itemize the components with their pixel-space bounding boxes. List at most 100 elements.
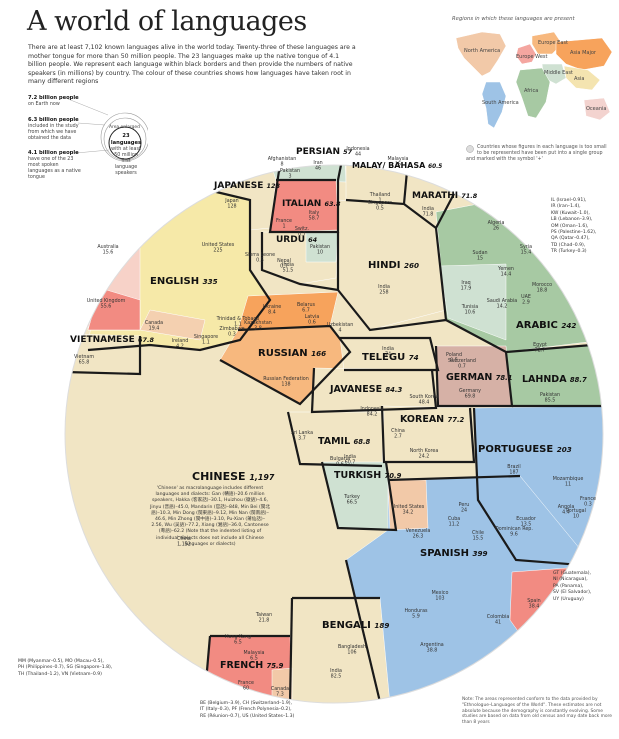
lang-bengali: BENGALI 189 bbox=[322, 620, 389, 631]
map-label-africa: Africa bbox=[524, 88, 538, 94]
country-label: Sudan 15 bbox=[472, 250, 487, 261]
abbr-line: PH (Philippines–0.7), SG (Singapore–1.8)… bbox=[18, 665, 113, 671]
scale-key: 7.2 billion people on Earth now 6.3 billi… bbox=[28, 95, 148, 185]
lang-spanish: SPANISH 399 bbox=[420, 548, 488, 559]
abbr-line: RE (Réunion–0.7), US (United States–1.3) bbox=[200, 713, 295, 719]
lang-persian: PERSIAN 57 bbox=[296, 147, 353, 157]
map-label-oceania: Oceania bbox=[586, 106, 606, 112]
abbr-left: MM (Myanmar–0.5), MO (Macau–0.5), PH (Phi… bbox=[18, 659, 112, 678]
map-europe-west bbox=[515, 43, 537, 65]
country-label: Portugal 10 bbox=[566, 508, 586, 519]
lang-german: GERMAN 78.1 bbox=[446, 372, 513, 383]
country-label: India 51.5 bbox=[282, 262, 294, 273]
chinese-note: 'Chinese' as macrolanguage includes diff… bbox=[150, 486, 270, 547]
region-canada bbox=[139, 309, 206, 341]
lang-telegu: TELEGU 74 bbox=[362, 352, 419, 363]
country-label: Singapore 1.1 bbox=[194, 334, 218, 345]
country-label: South Korea 48.4 bbox=[409, 394, 438, 405]
circle-outline bbox=[64, 164, 604, 704]
country-label: United States 34.2 bbox=[392, 504, 425, 515]
region-arabic-me bbox=[439, 263, 507, 341]
country-label: India 71.8 bbox=[422, 206, 434, 217]
country-label: Honduras 5.9 bbox=[404, 608, 428, 619]
country-label: Australia 15.6 bbox=[97, 244, 118, 255]
abbr-line: BE (Belgium–3.9), CH (Switzerland–1.9), bbox=[200, 701, 293, 706]
lang-french: FRENCH 75.9 bbox=[220, 660, 284, 671]
lang-japanese: JAPANESE 128 bbox=[213, 181, 281, 191]
country-label: Syria 15.4 bbox=[520, 244, 532, 255]
lang-arabic: ARABIC 242 bbox=[516, 320, 576, 331]
country-label: Japan 128 bbox=[224, 198, 238, 209]
lang-hindi: HINDI 260 bbox=[368, 260, 419, 271]
region-bengali bbox=[289, 597, 391, 703]
key-study: 6.3 billion people included in the study … bbox=[28, 117, 79, 141]
abbr-line: IR (Iran–1.4), bbox=[551, 204, 581, 210]
map-africa bbox=[515, 67, 551, 119]
country-label: Malaysia 15 bbox=[388, 156, 409, 167]
country-label: France 60 bbox=[238, 680, 254, 691]
country-label: Sierra Leone 0.5 bbox=[245, 252, 275, 263]
lang-marathi: MARATHI 71.8 bbox=[412, 191, 478, 201]
map-label-north-america: North America bbox=[464, 48, 500, 54]
country-label: North Korea 24.2 bbox=[410, 448, 439, 459]
lang-javanese: JAVANESE 84.3 bbox=[329, 384, 402, 395]
country-label: Malaysia 6.5 bbox=[244, 650, 265, 661]
country-label: Ireland 4.2 bbox=[172, 338, 189, 349]
country-label: Egypt 72.7 bbox=[533, 342, 547, 353]
country-label: Dominican Rep. 9.6 bbox=[495, 526, 533, 537]
map-label-europe-west: Europe West bbox=[516, 54, 548, 60]
region-persian bbox=[265, 165, 347, 183]
country-label: Zimbabwe 0.3 bbox=[219, 326, 244, 337]
abbr-line: OM (Oman–1.6), bbox=[551, 223, 589, 229]
map-label-asia: Asia bbox=[574, 76, 584, 82]
country-label: Saudi Arabia 14.2 bbox=[487, 298, 517, 309]
country-label: Afghanistan 8 bbox=[268, 156, 297, 167]
country-label: Nepal 0.7 bbox=[277, 258, 291, 269]
country-label: Tunisia 10.6 bbox=[461, 304, 478, 315]
country-label: United States 225 bbox=[202, 242, 235, 253]
key-center: 23 languages with at least 50 million fir… bbox=[110, 133, 142, 176]
country-label: Switz. 0.7 bbox=[295, 226, 309, 237]
lang-turkish: TURKISH 70.9 bbox=[334, 470, 402, 481]
region-map: Regions in which these languages are pre… bbox=[452, 16, 618, 146]
country-label: Spain 38.4 bbox=[527, 598, 540, 609]
abbr-line: TD (Chad–0.9), bbox=[551, 242, 586, 248]
abbr-bottom: BE (Belgium–3.9), CH (Switzerland–1.9), I… bbox=[200, 701, 294, 720]
country-label: Canada 7.3 bbox=[271, 686, 289, 697]
lang-vietnamese: VIETNAMESE 67.8 bbox=[70, 335, 154, 345]
country-label: Canada 19.4 bbox=[145, 320, 163, 331]
abbr-right2: GT (Guatemala), NI (Nicaragua), PA (Panama… bbox=[553, 571, 591, 603]
abbr-line: IT (Italy–0.3), PF (French Polynesia–0.2… bbox=[200, 707, 292, 713]
lang-malay: MALAY/ BAHASA 60.5 bbox=[352, 161, 442, 170]
key-circles bbox=[67, 98, 148, 162]
map-label-south-america: South America bbox=[482, 100, 519, 106]
map-note: Countries whose figures in each language… bbox=[466, 145, 607, 162]
abbr-line: LB (Lebanon–3.9), bbox=[551, 217, 593, 223]
plus-group-swatch bbox=[466, 145, 474, 153]
country-label: India 82.5 bbox=[330, 668, 342, 679]
lang-italian: ITALIAN 63.8 bbox=[282, 199, 341, 209]
country-label: Iran 46 bbox=[313, 160, 322, 171]
country-label: United Kingdom 55.6 bbox=[87, 298, 126, 309]
country-label: Uzbekistan 4 bbox=[327, 322, 354, 333]
country-label: Argentina 38.8 bbox=[420, 642, 443, 653]
country-label: Pakistan 10 bbox=[310, 244, 330, 255]
key-area-label: Area enlarged bbox=[109, 125, 140, 130]
country-label: Yemen 14.4 bbox=[497, 266, 514, 277]
country-label: Mexico 103 bbox=[432, 590, 449, 601]
lang-portuguese: PORTUGUESE 203 bbox=[478, 444, 572, 455]
country-label: Germany 69.8 bbox=[459, 388, 481, 399]
country-label: Pakistan 3 bbox=[280, 168, 300, 179]
country-label: Vietnam 65.8 bbox=[74, 354, 94, 365]
country-label: Iraq 17.9 bbox=[461, 280, 472, 291]
country-label: Brazil 187 bbox=[507, 464, 520, 475]
abbr-line: QA (Qatar–0.47), bbox=[551, 236, 590, 242]
country-label: China 1,152 bbox=[177, 536, 191, 547]
country-label: Peru 24 bbox=[459, 502, 470, 513]
country-label: UAE 2.9 bbox=[521, 294, 531, 305]
abbr-line: TH (Thailand–1.2), VN (Vietnam–0.9) bbox=[18, 671, 102, 677]
source-note: Note: The areas represented conform to t… bbox=[462, 697, 612, 726]
map-asia-major bbox=[555, 37, 613, 71]
abbr-line: GT (Guatemala), bbox=[553, 571, 592, 576]
